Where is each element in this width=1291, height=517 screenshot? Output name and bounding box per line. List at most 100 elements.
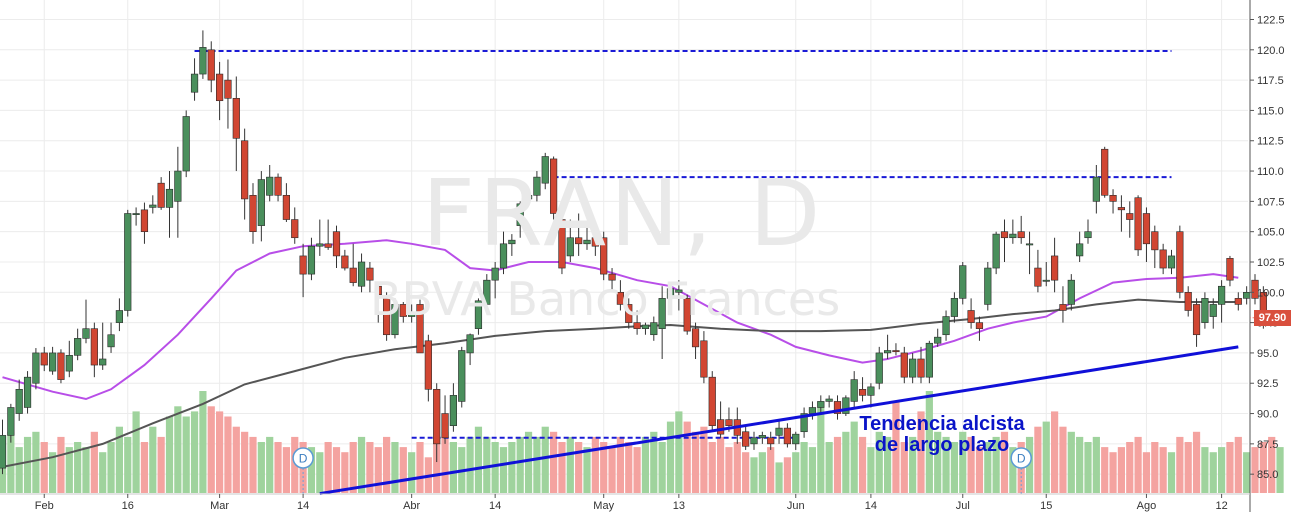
candle-body [984, 267, 992, 305]
volume-bar [82, 447, 90, 493]
candle-body [140, 209, 149, 232]
candle-body [1234, 298, 1242, 305]
candle [1076, 231, 1084, 262]
candle-body [1184, 291, 1192, 311]
volume-bar [174, 406, 182, 493]
candle [40, 346, 48, 372]
trendline[interactable] [319, 345, 1239, 496]
dividend-marker: D [292, 447, 314, 494]
candle [641, 322, 650, 335]
candle-body [466, 334, 474, 354]
candle [1000, 219, 1009, 262]
candle [892, 343, 900, 356]
volume-bar [750, 457, 758, 493]
candle [307, 237, 316, 281]
candle-body [658, 298, 666, 329]
volume-bar [850, 421, 858, 493]
candle-body [959, 265, 967, 299]
candle-body [808, 407, 817, 414]
candle-body [558, 219, 566, 269]
volume-bar [833, 436, 842, 493]
candle [716, 401, 725, 438]
candle-body [399, 304, 407, 317]
candle-body [165, 188, 174, 208]
volume-bar [541, 426, 549, 493]
candle-body [883, 350, 892, 354]
candle-body [917, 358, 925, 378]
candle [691, 322, 700, 359]
candle [1109, 189, 1117, 214]
trend-annotation[interactable]: Tendencia alcista de largo plazo [812, 414, 1072, 456]
candle-body [616, 291, 624, 305]
candle-body [942, 316, 950, 336]
candle [140, 202, 149, 244]
candle-body [1192, 304, 1201, 336]
volume-bar [1268, 436, 1276, 493]
volume-bar [1117, 447, 1125, 493]
volume-bar [207, 406, 215, 493]
candle [1042, 261, 1050, 287]
dividend-marker: D [1010, 447, 1032, 494]
volume-bar [583, 447, 591, 493]
candle [817, 395, 825, 414]
support-resistance-lines [194, 50, 1172, 439]
volume-bar [1076, 436, 1084, 493]
candle [1243, 286, 1251, 305]
volume-bar [74, 442, 82, 493]
volume-bar [132, 411, 140, 493]
candle [366, 261, 374, 293]
volume-bar [157, 436, 165, 493]
candle-body [7, 407, 15, 436]
candle-body [282, 195, 291, 220]
candle [232, 76, 240, 172]
candle-body [424, 340, 432, 390]
volume-bar [717, 436, 725, 493]
volume-bar [1243, 452, 1251, 493]
candle [374, 282, 382, 323]
candle [107, 322, 115, 353]
volume-bar [232, 426, 240, 493]
candle [616, 280, 624, 311]
candle [332, 225, 341, 269]
candle [1159, 243, 1167, 275]
candle [1151, 225, 1159, 269]
candle [299, 243, 307, 298]
candle [633, 310, 641, 335]
volume-bar [858, 436, 867, 493]
volume-bar [1092, 436, 1100, 493]
candle [708, 371, 716, 432]
trend-annotation-line2: de largo plazo [874, 434, 1010, 456]
candle [324, 219, 332, 250]
volume-bar [700, 426, 708, 493]
candle [917, 346, 925, 384]
y-tick-label: 122.5 [1257, 14, 1285, 26]
volume-bar [984, 442, 992, 493]
volume-bar [917, 411, 925, 493]
volume-bar [1201, 447, 1209, 493]
volume-bar [1009, 447, 1017, 493]
candle [1126, 201, 1134, 238]
volume-bar [591, 436, 599, 493]
volume-bar [1218, 447, 1226, 493]
y-tick-label: 107.5 [1257, 196, 1285, 208]
dividend-marker-circle [292, 447, 314, 469]
volume-bar [1051, 411, 1059, 493]
candle-body [1176, 231, 1184, 293]
candle [508, 234, 516, 256]
trendline-line [319, 345, 1239, 496]
candle-body [625, 304, 633, 323]
volume-bar [23, 436, 32, 493]
candle-body [583, 239, 591, 245]
volume-bar [967, 436, 975, 493]
candle-body [1000, 231, 1009, 239]
volume-bar [483, 436, 491, 493]
volume-bar [441, 431, 449, 493]
y-tick-label: 112.5 [1257, 136, 1284, 148]
candle [124, 209, 132, 317]
y-tick-label: 100.0 [1257, 287, 1285, 299]
volume-bar [691, 431, 700, 493]
volume-bar [216, 411, 224, 493]
